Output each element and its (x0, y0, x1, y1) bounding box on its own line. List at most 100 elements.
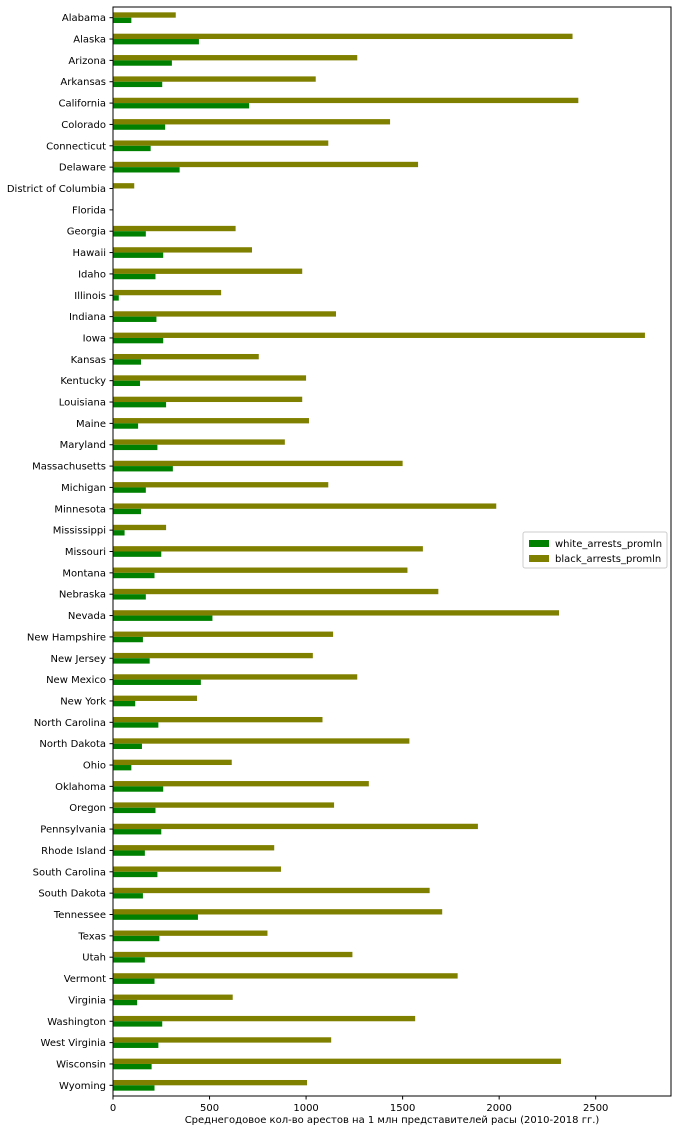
bar-white-arrests-promln-minnesota (113, 508, 141, 515)
bar-white-arrests-promln-arizona (113, 60, 172, 66)
x-tick-label-0: 0 (110, 1103, 116, 1114)
bar-black-arrests-promln-alaska (113, 33, 573, 40)
y-tick-label-maryland: Maryland (60, 440, 106, 451)
bar-black-arrests-promln-maryland (113, 439, 285, 445)
bar-black-arrests-promln-missouri (113, 546, 423, 552)
y-tick-label-michigan: Michigan (61, 483, 106, 494)
bar-black-arrests-promln-arizona (113, 55, 358, 61)
y-tick-label-washington: Washington (47, 1017, 106, 1028)
bar-black-arrests-promln-south-dakota (113, 887, 430, 894)
bar-white-arrests-promln-georgia (113, 231, 146, 237)
legend-swatch-white-arrests (529, 540, 549, 547)
bar-black-arrests-promln-oregon (113, 802, 335, 808)
y-tick-label-massachusetts: Massachusetts (32, 462, 106, 473)
bar-white-arrests-promln-oregon (113, 807, 156, 814)
bar-black-arrests-promln-california (113, 97, 579, 104)
bar-black-arrests-promln-kansas (113, 353, 259, 360)
bar-black-arrests-promln-north-dakota (113, 738, 410, 744)
y-tick-label-indiana: Indiana (69, 312, 106, 323)
y-tick-label-illinois: Illinois (74, 291, 106, 302)
y-tick-label-texas: Texas (77, 931, 106, 942)
x-tick-label-2500: 2500 (583, 1103, 608, 1114)
bar-white-arrests-promln-south-dakota (113, 893, 143, 899)
bar-black-arrests-promln-south-carolina (113, 866, 281, 872)
bar-black-arrests-promln-georgia (113, 225, 236, 232)
bar-white-arrests-promln-louisiana (113, 402, 167, 408)
bar-white-arrests-promln-arkansas (113, 81, 163, 88)
y-tick-label-arkansas: Arkansas (60, 77, 106, 88)
bar-white-arrests-promln-virginia (113, 999, 138, 1006)
bar-white-arrests-promln-california (113, 103, 250, 109)
y-tick-label-new-hampshire: New Hampshire (27, 632, 106, 643)
bar-white-arrests-promln-missouri (113, 551, 162, 557)
bar-white-arrests-promln-north-dakota (113, 743, 142, 750)
bar-black-arrests-promln-oklahoma (113, 781, 369, 787)
bar-white-arrests-promln-kentucky (113, 380, 141, 387)
bar-white-arrests-promln-massachusetts (113, 466, 173, 472)
plot-frame (112, 6, 672, 1097)
bar-white-arrests-promln-tennessee (113, 914, 198, 920)
bar-white-arrests-promln-idaho (113, 273, 156, 280)
y-tick-label-new-york: New York (60, 696, 106, 707)
y-tick-label-north-carolina: North Carolina (34, 718, 106, 729)
y-tick-label-north-dakota: North Dakota (39, 739, 106, 750)
bar-white-arrests-promln-rhode-island (113, 850, 145, 856)
y-tick-label-montana: Montana (62, 568, 106, 579)
bar-black-arrests-promln-mississippi (113, 524, 167, 531)
y-tick-label-hawaii: Hawaii (72, 248, 106, 259)
y-tick-label-connecticut: Connecticut (46, 141, 106, 152)
x-tick-label-500: 500 (200, 1103, 219, 1114)
bar-white-arrests-promln-nevada (113, 615, 213, 621)
bar-black-arrests-promln-new-jersey (113, 652, 313, 659)
y-tick-label-mississippi: Mississippi (53, 526, 106, 537)
y-tick-label-georgia: Georgia (67, 227, 106, 238)
bar-white-arrests-promln-illinois (113, 295, 119, 301)
bar-white-arrests-promln-maine (113, 423, 139, 429)
y-tick-label-wyoming: Wyoming (59, 1081, 106, 1092)
bar-white-arrests-promln-washington (113, 1021, 163, 1027)
bar-black-arrests-promln-minnesota (113, 503, 497, 509)
bar-black-arrests-promln-alabama (113, 12, 176, 18)
bar-white-arrests-promln-hawaii (113, 252, 164, 258)
y-tick-label-utah: Utah (82, 953, 106, 964)
x-tick-label-2000: 2000 (486, 1103, 511, 1114)
bar-white-arrests-promln-new-mexico (113, 679, 201, 685)
bar-black-arrests-promln-colorado (113, 119, 391, 125)
bar-white-arrests-promln-indiana (113, 316, 157, 322)
x-axis-label: Среднегодовое кол-во арестов на 1 млн пр… (185, 1115, 600, 1126)
bar-white-arrests-promln-alabama (113, 17, 132, 24)
bar-white-arrests-promln-oklahoma (113, 786, 164, 792)
bar-white-arrests-promln-nebraska (113, 594, 146, 600)
bar-white-arrests-promln-michigan (113, 487, 146, 493)
legend-swatch-black-arrests (529, 555, 549, 562)
y-tick-label-missouri: Missouri (65, 547, 106, 558)
bar-black-arrests-promln-kentucky (113, 375, 307, 381)
bar-white-arrests-promln-texas (113, 935, 160, 942)
legend-box (522, 531, 668, 569)
y-tick-label-new-jersey: New Jersey (51, 654, 107, 665)
bar-white-arrests-promln-west-virginia (113, 1042, 159, 1048)
y-tick-label-district-of-columbia: District of Columbia (7, 184, 106, 195)
bar-black-arrests-promln-montana (113, 567, 408, 573)
bar-white-arrests-promln-vermont (113, 978, 155, 984)
bar-white-arrests-promln-delaware (113, 167, 180, 173)
bar-white-arrests-promln-new-jersey (113, 658, 150, 664)
bar-white-arrests-promln-new-hampshire (113, 636, 143, 643)
y-tick-label-alaska: Alaska (73, 35, 106, 46)
y-tick-label-pennsylvania: Pennsylvania (40, 825, 106, 836)
bar-black-arrests-promln-maine (113, 418, 309, 424)
y-tick-label-oklahoma: Oklahoma (55, 782, 106, 793)
bar-white-arrests-promln-pennsylvania (113, 829, 162, 835)
bar-black-arrests-promln-ohio (113, 759, 232, 766)
y-tick-label-iowa: Iowa (83, 333, 106, 344)
bar-black-arrests-promln-iowa (113, 332, 645, 338)
y-tick-label-kentucky: Kentucky (60, 376, 106, 387)
y-tick-label-alabama: Alabama (62, 13, 106, 24)
bar-white-arrests-promln-mississippi (113, 530, 125, 536)
y-tick-label-rhode-island: Rhode Island (41, 846, 106, 857)
y-tick-label-florida: Florida (72, 205, 106, 216)
bar-black-arrests-promln-texas (113, 930, 268, 936)
bar-white-arrests-promln-iowa (113, 337, 164, 344)
bar-black-arrests-promln-north-carolina (113, 716, 323, 723)
y-tick-label-oregon: Oregon (69, 803, 106, 814)
